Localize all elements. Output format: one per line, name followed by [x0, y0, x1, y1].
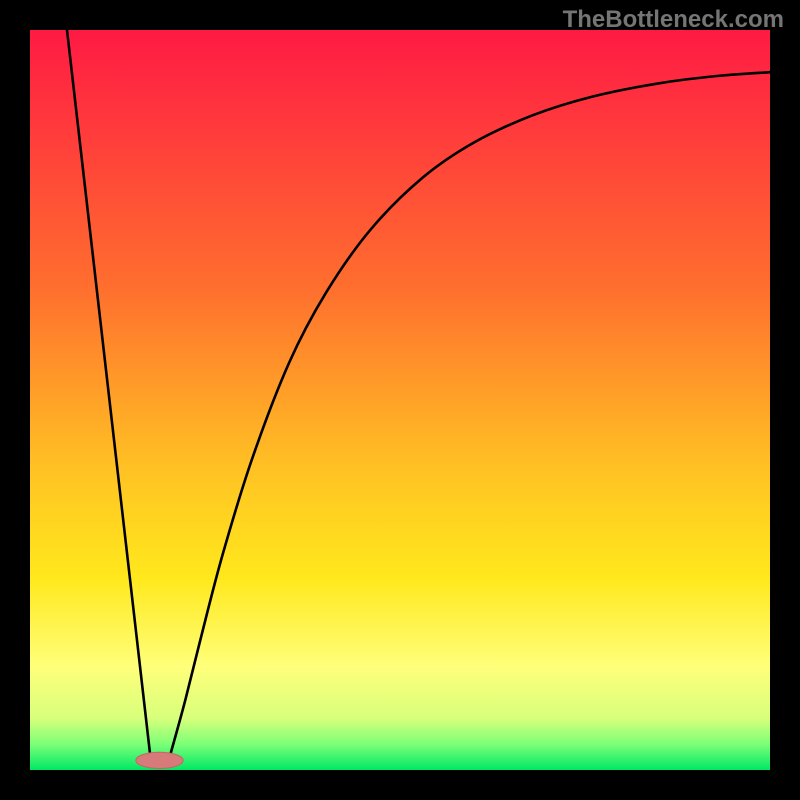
plot-area — [30, 30, 770, 770]
bottleneck-chart — [30, 30, 770, 770]
optimal-point-marker — [136, 752, 183, 768]
gradient-background — [30, 30, 770, 770]
chart-container: TheBottleneck.com — [0, 0, 800, 800]
